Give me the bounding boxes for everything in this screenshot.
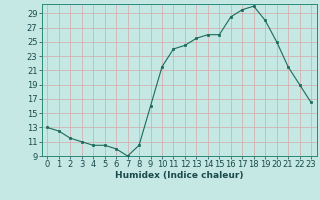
X-axis label: Humidex (Indice chaleur): Humidex (Indice chaleur) <box>115 171 244 180</box>
